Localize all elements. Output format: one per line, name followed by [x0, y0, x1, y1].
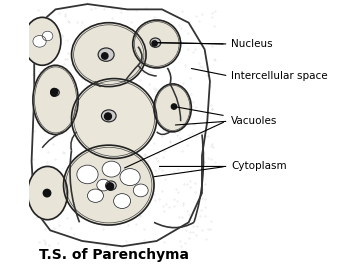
Ellipse shape [154, 84, 191, 132]
Circle shape [43, 189, 51, 197]
Circle shape [51, 90, 57, 96]
Ellipse shape [150, 38, 161, 47]
Ellipse shape [133, 20, 181, 68]
Ellipse shape [33, 65, 78, 134]
Ellipse shape [64, 145, 154, 225]
Ellipse shape [133, 184, 148, 197]
Text: Vacuoles: Vacuoles [231, 116, 278, 126]
Ellipse shape [120, 169, 140, 186]
Ellipse shape [24, 17, 61, 65]
Text: Nucleus: Nucleus [231, 39, 273, 49]
Circle shape [171, 104, 177, 109]
Ellipse shape [114, 194, 131, 208]
Ellipse shape [88, 189, 103, 202]
Ellipse shape [42, 31, 53, 41]
Circle shape [102, 53, 108, 59]
Circle shape [107, 183, 113, 190]
Ellipse shape [71, 23, 146, 87]
Ellipse shape [28, 167, 67, 220]
Ellipse shape [97, 179, 110, 191]
Circle shape [152, 41, 157, 46]
Ellipse shape [106, 181, 116, 190]
Ellipse shape [51, 89, 59, 96]
Ellipse shape [71, 79, 157, 158]
Text: T.S. of Parenchyma: T.S. of Parenchyma [39, 248, 189, 262]
Text: Intercellular space: Intercellular space [231, 71, 328, 81]
Ellipse shape [33, 36, 46, 47]
Ellipse shape [102, 161, 121, 177]
Circle shape [51, 89, 58, 95]
Circle shape [107, 183, 114, 190]
Ellipse shape [102, 110, 116, 122]
Circle shape [105, 113, 111, 120]
Text: Cytoplasm: Cytoplasm [231, 161, 287, 171]
Ellipse shape [98, 48, 114, 61]
Ellipse shape [77, 165, 98, 184]
